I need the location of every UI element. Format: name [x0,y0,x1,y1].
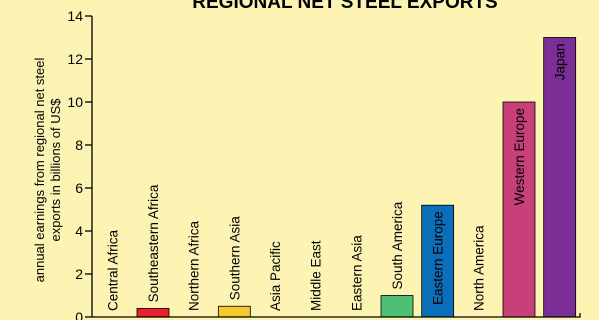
y-tick-label: 12 [67,51,83,67]
y-tick-label: 10 [67,94,83,110]
bar [380,295,414,318]
y-axis-label-line-2: exports in billions of US$ [48,98,63,242]
category-label: Eastern Asia [349,235,364,311]
category-labels: Central Africa Southeastern Africa Norther… [105,44,567,312]
y-tick-label: 14 [67,8,83,24]
category-label: Western Europe [512,108,527,205]
chart-title: REGIONAL NET STEEL EXPORTS [192,0,497,13]
category-label: Japan [553,44,568,81]
y-tick-label: 4 [75,223,83,239]
y-tick-label: 0 [75,309,83,320]
bar [421,204,455,318]
y-tick-label: 2 [75,266,83,282]
y-tick-label: 6 [75,180,83,196]
category-label: North America [471,225,486,311]
bar [136,307,170,318]
category-label: Eastern Europe [431,211,446,305]
bar [217,305,251,318]
category-label: Asia Pacific [268,241,283,311]
category-label: Northern Africa [187,220,202,311]
category-label: Central Africa [105,229,120,311]
category-label: Southeastern Africa [146,184,161,302]
category-label: Middle East [309,240,324,311]
y-tick-label: 8 [75,137,83,153]
y-axis-label-line-1: annual earnings from regional net steel [32,58,47,283]
category-label: Southern Asia [227,216,242,301]
category-label: South America [390,201,405,289]
bar [543,37,577,318]
y-axis-ticks: 0 2 4 6 8 10 12 14 [67,8,92,320]
axis-lines [91,16,581,318]
